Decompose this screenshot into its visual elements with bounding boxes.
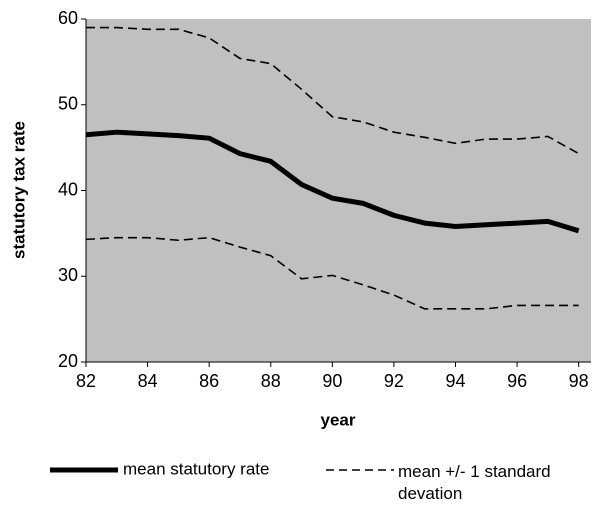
x-tick-label: 98 <box>569 371 589 391</box>
legend-label: mean statutory rate <box>123 459 269 478</box>
series-line <box>86 129 580 234</box>
x-axis-label: year <box>321 410 356 429</box>
plot <box>86 26 580 310</box>
legend-label: mean +/- 1 standard devation <box>398 462 551 503</box>
y-tick-label: 20 <box>58 351 78 371</box>
y-axis-label: statutory tax rate <box>9 121 28 259</box>
series-line <box>86 26 580 155</box>
y-tick-label: 60 <box>58 8 78 28</box>
y-tick-label: 40 <box>58 179 78 199</box>
y-tick-label: 50 <box>58 94 78 114</box>
x-tick-label: 96 <box>507 371 527 391</box>
x-tick-label: 82 <box>76 371 96 391</box>
x-tick-label: 84 <box>138 371 158 391</box>
x-tick-label: 90 <box>322 371 342 391</box>
x-tick-label: 86 <box>199 371 219 391</box>
y-tick-label: 30 <box>58 265 78 285</box>
x-tick-label: 94 <box>445 371 465 391</box>
series-line <box>86 236 579 310</box>
x-tick-label: 92 <box>384 371 404 391</box>
x-tick-label: 88 <box>261 371 281 391</box>
plot-area <box>86 19 591 362</box>
